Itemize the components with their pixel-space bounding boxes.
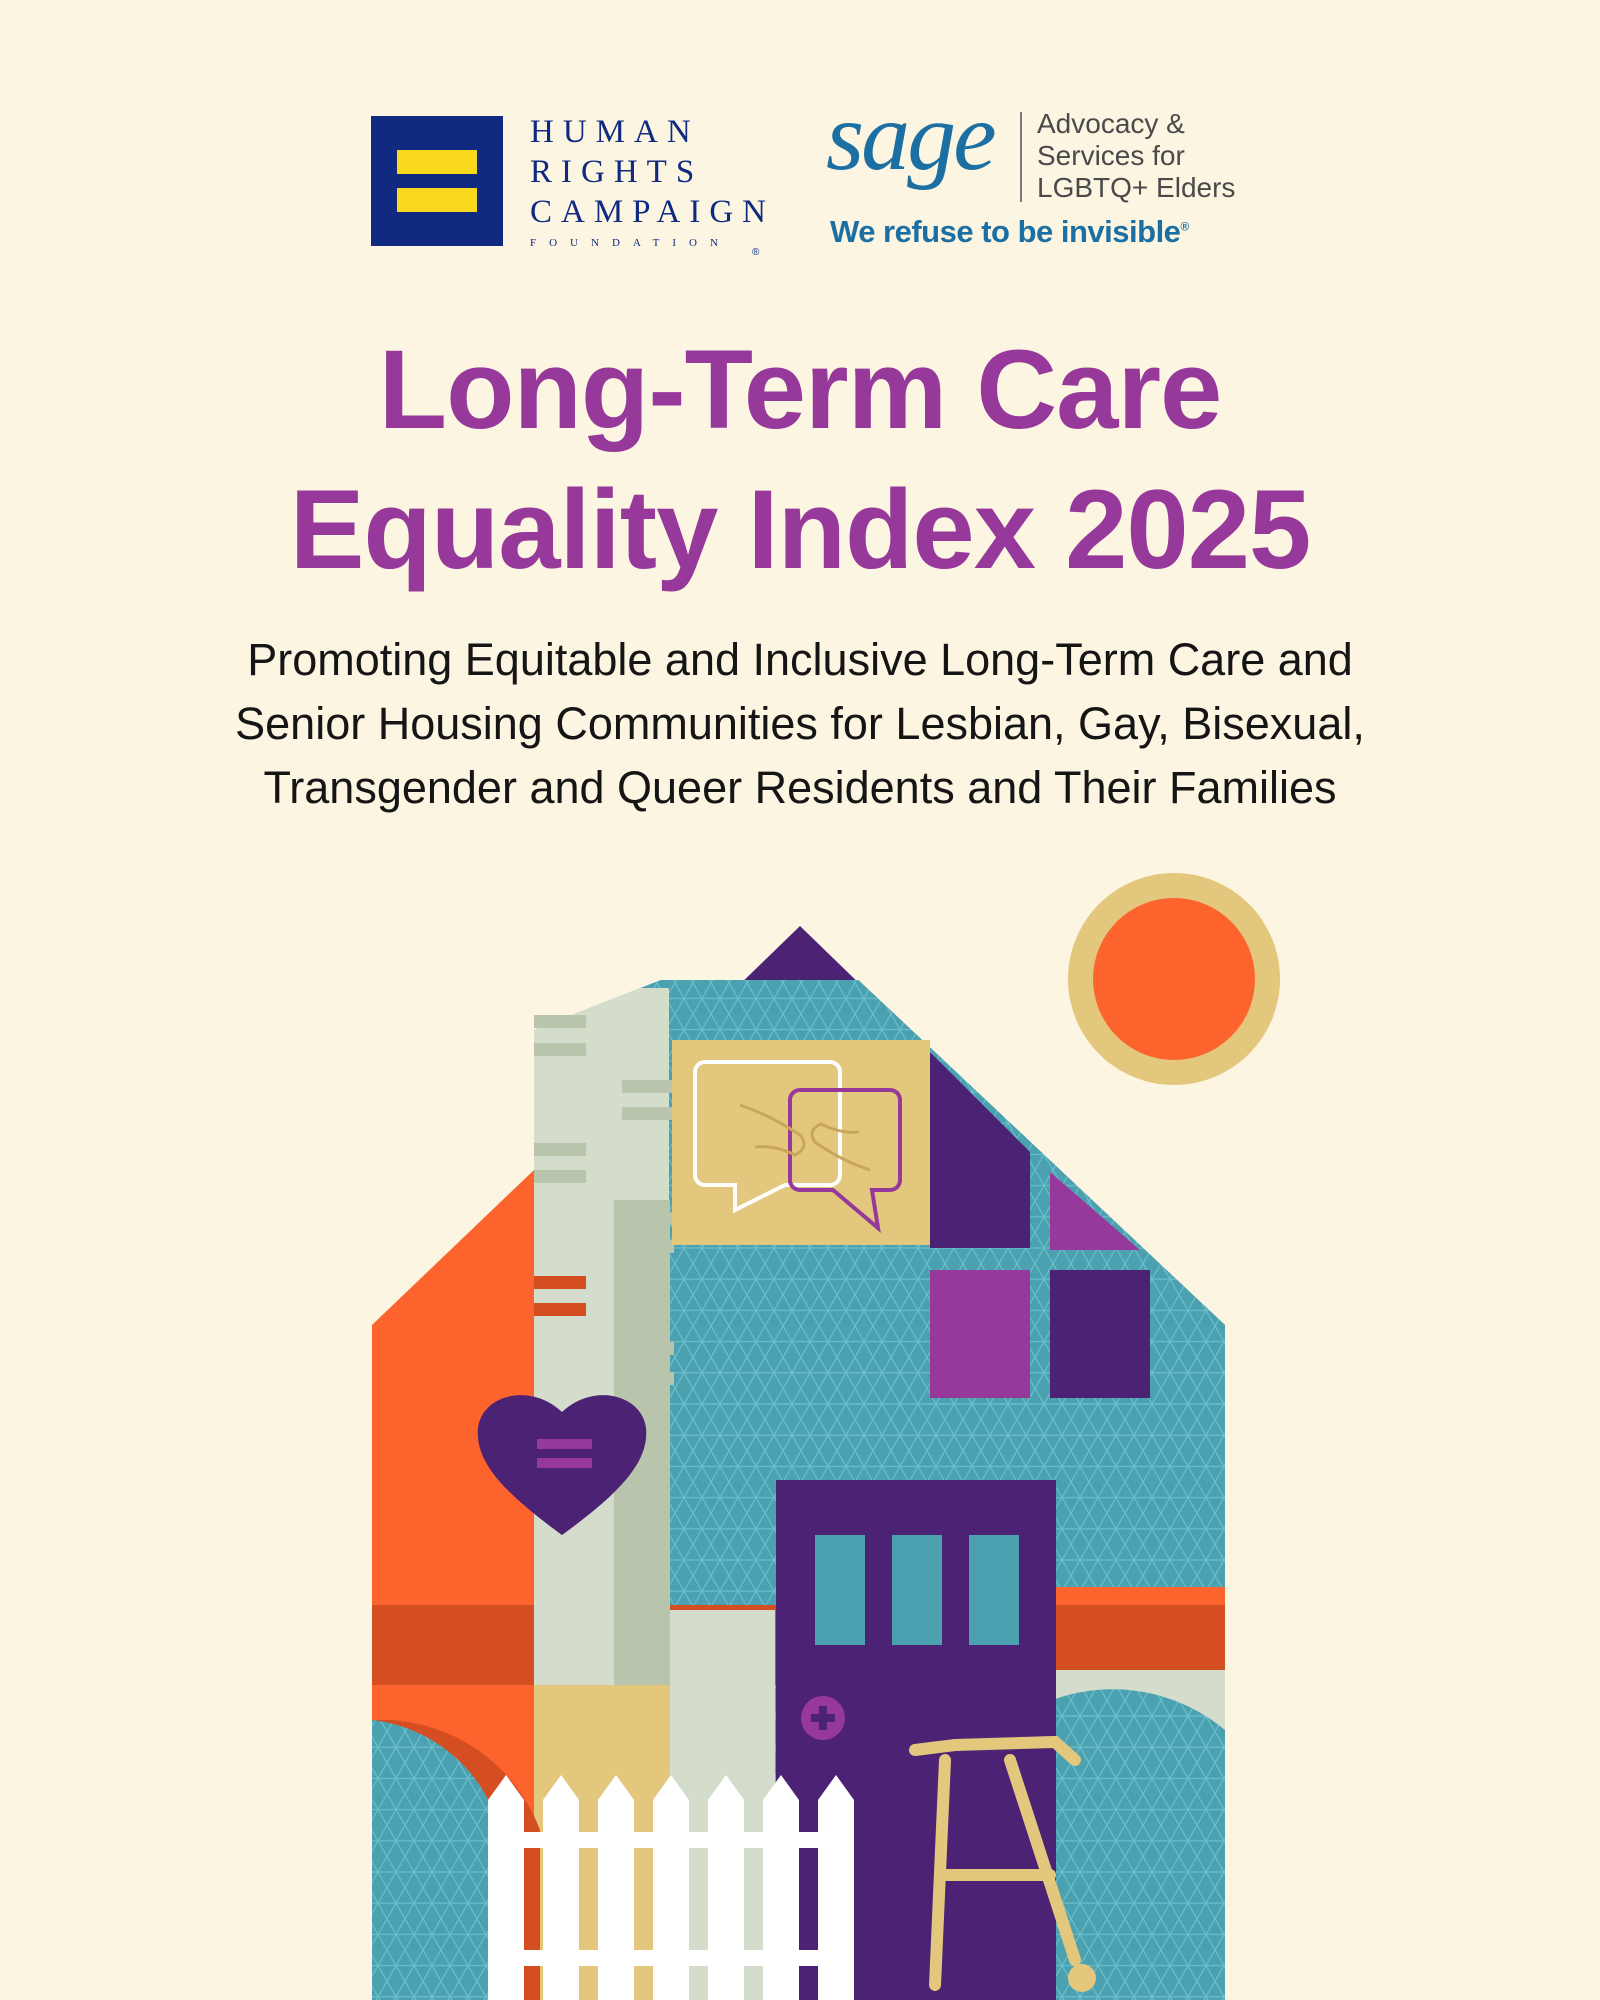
wing-slats — [534, 1276, 586, 1316]
subtitle-line-2: Senior Housing Communities for Lesbian, … — [235, 698, 1365, 749]
hrc-line-rights: RIGHTS — [530, 154, 704, 190]
heart-equal-icon — [477, 1395, 647, 1535]
roof-blocks — [930, 1052, 1150, 1398]
speech-bubbles-handshake-icon — [672, 1040, 930, 1245]
title-line-2: Equality Index 2025 — [289, 467, 1312, 592]
hrc-wordmark: HUMAN RIGHTS CAMPAIGN FOUNDATION — [530, 112, 775, 252]
hrc-line-foundation: FOUNDATION — [530, 237, 731, 249]
page-title: Long-Term Care Equality Index 2025 — [0, 320, 1600, 600]
sage-divider — [1020, 112, 1022, 202]
sage-tagline: Advocacy & Services for LGBTQ+ Elders — [1037, 108, 1235, 204]
hrc-equal-logo-icon — [371, 116, 503, 246]
header-logos: HUMAN RIGHTS CAMPAIGN FOUNDATION ® sage … — [0, 0, 1600, 280]
page-subtitle: Promoting Equitable and Inclusive Long-T… — [0, 628, 1600, 820]
tower-slats — [534, 1015, 674, 1385]
sage-tagline-line-1: Advocacy & — [1037, 108, 1185, 139]
roof-peak — [732, 926, 868, 992]
walker-icon — [909, 1735, 1096, 1992]
hrc-line-campaign: CAMPAIGN — [530, 194, 775, 230]
sun-icon — [1068, 873, 1280, 1085]
subtitle-line-3: Transgender and Queer Residents and Thei… — [263, 762, 1337, 813]
title-line-1: Long-Term Care — [378, 327, 1223, 452]
sage-wordmark: sage — [826, 83, 997, 191]
sage-tagline-line-2: Services for — [1037, 140, 1185, 171]
picket-fence — [488, 1775, 854, 2000]
hrc-line-human: HUMAN — [530, 114, 700, 150]
sage-slogan: We refuse to be invisible® — [830, 214, 1189, 250]
house-illustration — [372, 873, 1280, 2000]
sage-slogan-mark: ® — [1180, 219, 1189, 234]
subtitle-line-1: Promoting Equitable and Inclusive Long-T… — [247, 634, 1353, 685]
sage-slogan-text: We refuse to be invisible — [830, 214, 1181, 249]
hrc-registered-mark: ® — [752, 247, 760, 258]
sage-tagline-line-3: LGBTQ+ Elders — [1037, 172, 1236, 203]
